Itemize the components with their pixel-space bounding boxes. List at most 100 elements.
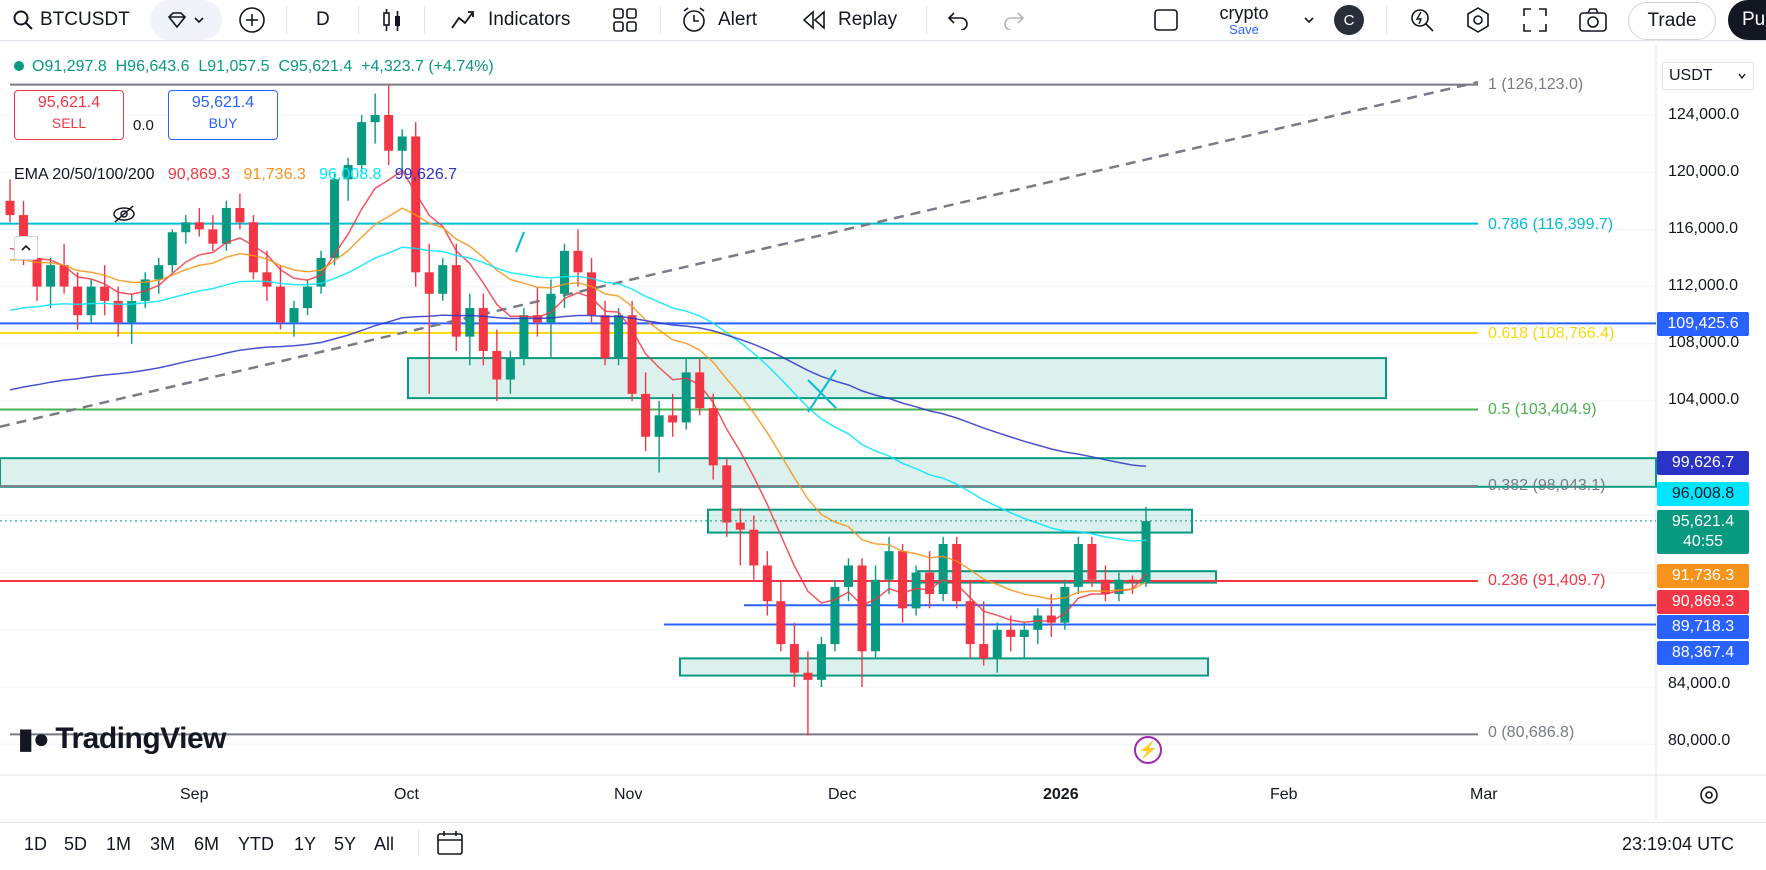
camera-icon — [1579, 8, 1607, 32]
change-value: +4,323.7 (+4.74%) — [361, 58, 494, 75]
open-value: O91,297.8 — [32, 58, 107, 75]
chevron-up-icon — [21, 244, 31, 251]
support-resistance-zone — [679, 657, 1209, 677]
trade-button[interactable]: Trade — [1628, 2, 1716, 40]
ema200-line — [9, 314, 1147, 468]
toolbar-divider — [926, 6, 927, 34]
candle-body — [559, 250, 569, 294]
chart-settings-button[interactable] — [1698, 784, 1720, 811]
candle-body — [370, 115, 380, 123]
settings-button[interactable] — [1464, 0, 1492, 40]
layout-menu-button[interactable] — [1302, 0, 1316, 40]
candle-body — [708, 408, 718, 466]
layout-name-button[interactable]: crypto Save — [1212, 0, 1276, 40]
symbol-search-button[interactable]: BTCUSDT — [12, 0, 130, 40]
toolbar-divider — [660, 6, 661, 34]
candle-body — [762, 565, 772, 602]
candle-body — [735, 522, 745, 530]
redo-button[interactable] — [1002, 0, 1026, 40]
bar-countdown: 40:55 — [1682, 533, 1724, 550]
range-button-5y[interactable]: 5Y — [334, 834, 357, 854]
price-axis-label: 84,000.0 — [1668, 675, 1731, 692]
add-symbol-button[interactable] — [238, 0, 266, 40]
date-range-button[interactable] — [436, 830, 464, 861]
undo-button[interactable] — [946, 0, 970, 40]
symbol-compare-button[interactable] — [150, 0, 222, 40]
candle-body — [816, 644, 826, 680]
grid-icon — [613, 8, 637, 32]
currency-label: USDT — [1669, 67, 1713, 84]
price-axis-label: 116,000.0 — [1668, 220, 1738, 237]
time-axis-label: 2026 — [1043, 786, 1079, 803]
price-tag-ema100: 96,008.8 — [1657, 482, 1749, 506]
user-avatar[interactable]: C — [1334, 0, 1364, 40]
candle-body — [330, 179, 340, 258]
interval-button[interactable]: D — [316, 0, 330, 40]
range-button-all[interactable]: All — [374, 834, 395, 854]
candle-body — [789, 644, 799, 673]
time-axis-label: Mar — [1470, 786, 1498, 803]
fib-label: 0.618 (108,766.4) — [1488, 325, 1615, 342]
fib-label: 0 (80,686.8) — [1488, 724, 1575, 741]
templates-button[interactable] — [612, 0, 638, 40]
clock-display[interactable]: 23:19:04 UTC — [1622, 834, 1735, 854]
lightning-event-icon[interactable]: ⚡ — [1134, 736, 1162, 764]
indicators-button[interactable]: Indicators — [450, 0, 570, 40]
candle-body — [1060, 586, 1070, 623]
gear-icon — [1467, 7, 1489, 33]
candle-body — [1073, 544, 1083, 587]
range-button-6m[interactable]: 6M — [194, 834, 220, 854]
rewind-icon — [802, 10, 825, 30]
interval-label: D — [316, 9, 330, 30]
alert-button[interactable]: Alert — [680, 0, 757, 40]
buy-price: 95,621.4 — [191, 94, 255, 111]
candle-body — [654, 415, 664, 437]
range-button-1m[interactable]: 1M — [106, 834, 132, 854]
candle-body — [695, 372, 705, 409]
candle-body — [803, 672, 813, 680]
collapse-legend-button[interactable] — [14, 236, 38, 260]
range-button-ytd[interactable]: YTD — [238, 834, 274, 854]
range-button-5d[interactable]: 5D — [64, 834, 88, 854]
ema-legend: EMA 20/50/100/200 90,869.3 91,736.3 96,0… — [14, 166, 457, 184]
screenshot-button[interactable] — [1578, 0, 1608, 40]
candle-body — [492, 350, 502, 380]
layout-button[interactable] — [1152, 0, 1180, 40]
price-chart[interactable] — [0, 0, 1766, 822]
publish-button[interactable]: Pu — [1728, 0, 1766, 40]
candle-body — [235, 207, 245, 223]
candle-body — [898, 551, 908, 609]
range-button-1d[interactable]: 1D — [24, 834, 48, 854]
bottom-toolbar — [0, 822, 1766, 870]
candle-body — [194, 222, 204, 230]
candle-body — [884, 551, 894, 580]
drawing-cross-mark — [807, 369, 837, 413]
candle-body — [316, 258, 326, 287]
candle-body — [830, 586, 840, 645]
toolbar-divider — [1386, 6, 1387, 34]
candle-body — [1114, 579, 1124, 595]
candle-body — [221, 207, 231, 244]
tradingview-wordmark: TradingView — [55, 722, 226, 755]
hide-drawings-button[interactable] — [112, 204, 136, 229]
candle-body — [167, 232, 177, 266]
fullscreen-button[interactable] — [1522, 0, 1548, 40]
currency-selector[interactable]: USDT — [1662, 62, 1754, 90]
close-value: C95,621.4 — [278, 58, 353, 75]
range-button-3m[interactable]: 3M — [150, 834, 176, 854]
sell-button[interactable]: 95,621.4 SELL — [14, 90, 124, 140]
candle-body — [749, 529, 759, 566]
ema-label: EMA 20/50/100/200 — [14, 166, 155, 183]
buy-button[interactable]: 95,621.4 BUY — [168, 90, 278, 140]
chart-type-button[interactable] — [380, 0, 404, 40]
candle-body — [979, 644, 989, 659]
candle-body — [73, 286, 83, 316]
replay-button[interactable]: Replay — [800, 0, 897, 40]
candle-body — [1100, 579, 1110, 595]
quick-search-button[interactable] — [1408, 0, 1436, 40]
sell-label: SELL — [51, 115, 87, 131]
toolbar-divider — [286, 6, 287, 34]
low-value: L91,057.5 — [198, 58, 270, 75]
range-button-1y[interactable]: 1Y — [294, 834, 317, 854]
support-resistance-zone — [407, 357, 1387, 400]
